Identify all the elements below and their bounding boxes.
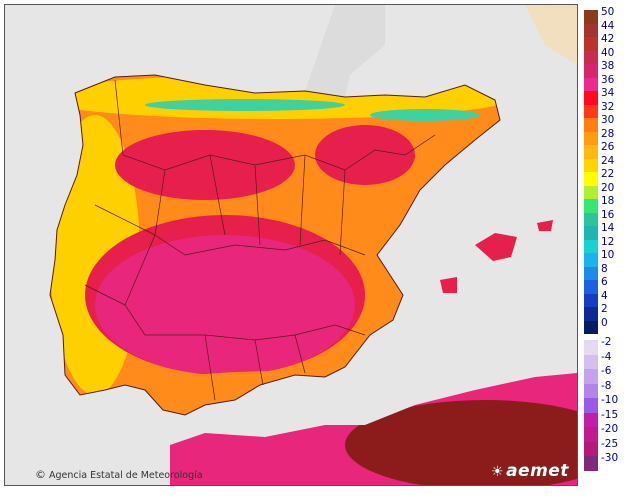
legend-swatch [584, 145, 598, 159]
legend-label: -25 [601, 437, 619, 450]
legend-label: 22 [601, 168, 615, 180]
legend-swatch [584, 427, 598, 442]
legend-label: 18 [601, 195, 615, 207]
legend-label: 42 [601, 33, 615, 45]
legend-label: -8 [601, 379, 612, 392]
balearic-islands [440, 220, 553, 293]
legend-swatch [584, 212, 598, 226]
legend-swatch [584, 354, 598, 369]
legend-label: 8 [601, 262, 608, 275]
aemet-logo-text: aemet [506, 461, 569, 481]
legend-swatch [584, 293, 598, 307]
legend-label: 10 [601, 249, 615, 261]
legend-label: 32 [601, 100, 615, 113]
legend-label: 16 [601, 208, 615, 221]
cantabrian-mountains [145, 99, 345, 111]
legend-label: -6 [601, 365, 612, 377]
legend-swatch [584, 266, 598, 280]
legend-swatch [584, 118, 598, 132]
province-borders [84, 79, 436, 401]
legend-swatch [584, 104, 598, 118]
africa-interior [345, 400, 577, 485]
legend-label: -10 [601, 394, 619, 406]
legend-label: 12 [601, 235, 615, 248]
legend-swatch [584, 369, 598, 384]
legend-label: 28 [601, 127, 615, 140]
legend-label: -2 [601, 336, 612, 348]
legend-swatch [584, 412, 598, 427]
legend-swatch [584, 320, 598, 334]
legend-swatch [584, 172, 598, 186]
northern-plateau-hot [115, 130, 295, 200]
legend-label: 44 [601, 19, 615, 32]
legend-swatch [584, 64, 598, 78]
southern-interior-extreme [95, 235, 355, 375]
legend-label: 40 [601, 46, 615, 59]
legend-swatch [584, 77, 598, 91]
legend-label: 34 [601, 87, 615, 99]
legend-swatch [584, 10, 598, 24]
legend-label: 20 [601, 181, 615, 194]
legend-swatch [584, 383, 598, 398]
france-landmass [305, 5, 385, 97]
aemet-credit: © Agencia Estatal de Meteorología [35, 468, 203, 481]
legend-swatch [584, 239, 598, 253]
aemet-logo: ☀ aemet [491, 461, 569, 481]
temperature-legend: 50 44 42 40 38 36 34 32 30 28 26 24 22 20 18 16 14 12 10 8 6… [582, 6, 628, 490]
credit-text: Agencia Estatal de Meteorología [49, 470, 203, 481]
ebro-valley-hot [315, 125, 415, 185]
legend-swatch [584, 456, 598, 471]
legend-swatch [584, 23, 598, 37]
legend-label: 6 [601, 276, 608, 288]
legend-swatch [584, 158, 598, 172]
legend-label: 50 [601, 6, 615, 18]
legend-swatch [584, 185, 598, 199]
copyright-icon: © [35, 468, 46, 481]
legend-swatch [584, 226, 598, 240]
legend-label: -20 [601, 423, 619, 435]
france-edge-strip [525, 5, 577, 65]
legend-label: 36 [601, 73, 615, 86]
pyrenees [370, 109, 480, 121]
legend-label: 24 [601, 154, 615, 167]
legend-swatch [584, 91, 598, 105]
legend-label: 26 [601, 141, 615, 153]
legend-label: -4 [601, 350, 612, 363]
legend-swatch [584, 307, 598, 321]
legend-label: 30 [601, 114, 615, 126]
aemet-swirl-icon: ☀ [491, 464, 505, 480]
legend-swatch [584, 50, 598, 64]
legend-label: 4 [601, 289, 608, 302]
legend-swatch [584, 199, 598, 213]
legend-label: 0 [601, 316, 608, 329]
legend-swatch [584, 398, 598, 413]
southern-coast-zone [165, 371, 405, 395]
legend-label: -30 [601, 452, 619, 464]
legend-swatch [584, 37, 598, 51]
legend-label: -15 [601, 408, 619, 421]
legend-label: 14 [601, 222, 615, 234]
legend-swatch [584, 280, 598, 294]
legend-swatch [584, 253, 598, 267]
legend-label: 2 [601, 303, 608, 315]
legend-swatch [584, 441, 598, 456]
legend-label: 38 [601, 60, 615, 72]
legend-swatch [584, 131, 598, 145]
legend-swatch [584, 340, 598, 355]
temperature-map: © Agencia Estatal de Meteorología ☀ aemet [4, 4, 578, 486]
